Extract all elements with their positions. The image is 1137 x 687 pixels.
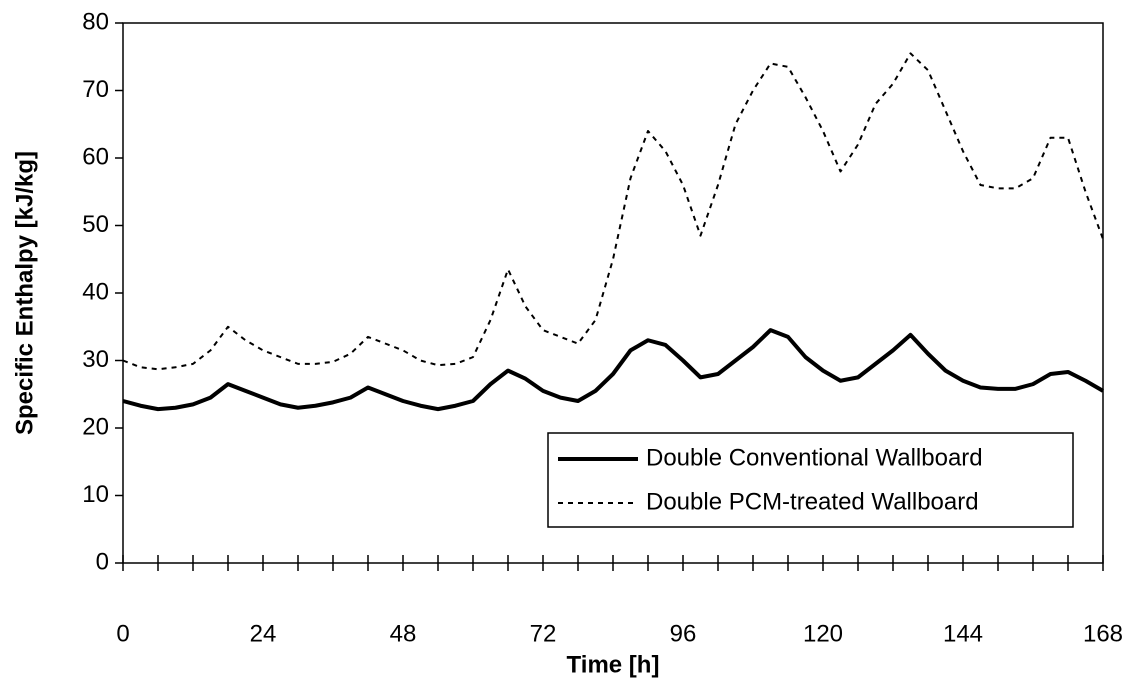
y-tick-label: 60 xyxy=(82,143,109,170)
y-tick-label: 70 xyxy=(82,76,109,103)
x-tick-label: 72 xyxy=(530,620,557,647)
x-tick-label: 120 xyxy=(803,620,843,647)
y-tick-label: 20 xyxy=(82,413,109,440)
data-line xyxy=(122,52,1104,371)
y-tick-label: 30 xyxy=(82,346,109,373)
y-tick-label: 0 xyxy=(96,548,109,575)
legend-box xyxy=(547,432,1074,528)
x-tick-label: 0 xyxy=(116,620,129,647)
y-axis-label: Specific Enthalpy [kJ/kg] xyxy=(11,151,38,435)
x-tick-label: 24 xyxy=(250,620,277,647)
y-tick-label: 40 xyxy=(82,278,109,305)
y-tick-label: 50 xyxy=(82,211,109,238)
x-axis-label: Time [h] xyxy=(567,651,660,678)
x-tick-label: 144 xyxy=(943,620,983,647)
legend-label: Double Conventional Wallboard xyxy=(646,444,983,471)
x-tick-label: 96 xyxy=(670,620,697,647)
y-tick-label: 10 xyxy=(82,481,109,508)
x-tick-label: 48 xyxy=(390,620,417,647)
x-tick-label: 168 xyxy=(1083,620,1123,647)
y-tick-label: 80 xyxy=(82,8,109,35)
data-line xyxy=(122,328,1105,412)
legend-label: Double PCM-treated Wallboard xyxy=(646,488,979,515)
